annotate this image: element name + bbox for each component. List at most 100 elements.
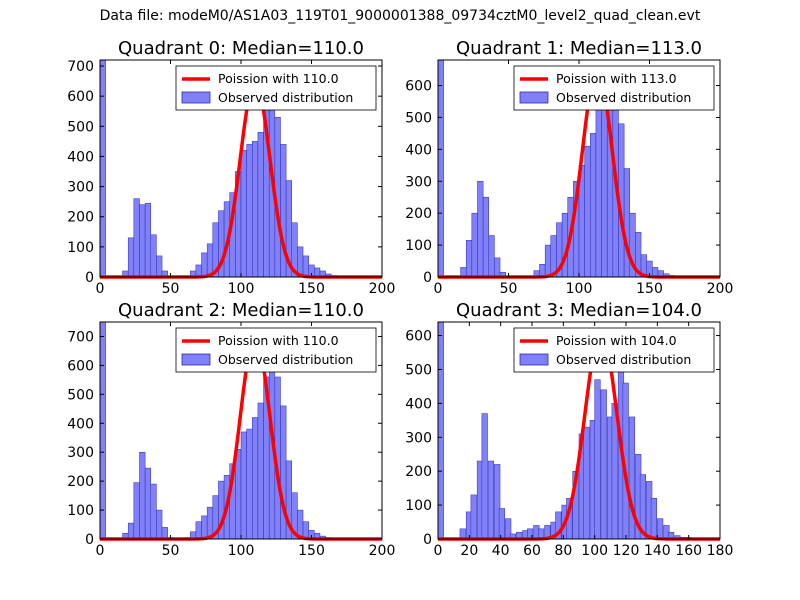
q0-hist-bar-6 (150, 234, 157, 278)
q2-xtick-label-0: 0 (96, 543, 105, 559)
q1-hist-bar-20 (584, 145, 591, 278)
q1-hist-bar-0 (437, 59, 444, 278)
q1-ytick-label-2: 200 (405, 206, 432, 222)
q3-xtick-label-9: 180 (707, 543, 734, 559)
q3-legend-hist-swatch (519, 353, 549, 366)
q3-hist-bar-6 (487, 460, 495, 540)
q1-hist-bar-5 (482, 196, 490, 278)
q3-ytick-label-4: 400 (405, 396, 432, 412)
q0-hist-bar-21 (246, 144, 253, 278)
q0-ytick-label-0: 0 (85, 270, 94, 286)
q2-ytick-label-6: 600 (67, 358, 94, 374)
q2-hist-bar-3 (133, 482, 140, 540)
q1-hist-bar-13 (544, 244, 552, 278)
q3-hist-bar-31 (628, 416, 636, 540)
q2-hist-bar-13 (201, 515, 208, 540)
q3-xtick-label-2: 40 (492, 543, 510, 559)
q0-ytick-label-7: 700 (67, 59, 94, 75)
q3-hist-bar-23 (583, 426, 590, 540)
q1-xtick-label-4: 200 (707, 281, 734, 297)
q1-xtick-label-1: 50 (500, 281, 518, 297)
q0-hist-bar-20 (240, 150, 247, 278)
q0-hist-bar-0 (99, 59, 106, 278)
q1-hist-bar-6 (488, 235, 495, 278)
q3-xtick-label-1: 20 (460, 543, 478, 559)
q0-ytick-label-2: 200 (67, 210, 94, 226)
q3-xtick-label-8: 160 (675, 543, 702, 559)
q1-hist-bar-3 (471, 212, 478, 278)
q3-legend-line-label: Poission with 104.0 (556, 333, 677, 348)
q2-xtick-label-4: 200 (369, 543, 396, 559)
q0-subplot: 0 50 100 150 200 0 100 200 300 400 500 600 700 Quadra… (67, 38, 395, 297)
q1-hist-bar-2 (465, 240, 473, 278)
q1-xtick-label-2: 100 (566, 281, 593, 297)
q2-hist-bar-2 (127, 522, 135, 540)
q3-legend-hist-label: Observed distribution (556, 352, 691, 367)
q0-xtick-label-0: 0 (96, 281, 105, 297)
q3-ytick-label-2: 200 (405, 464, 432, 480)
q0-ytick-label-1: 100 (67, 240, 94, 256)
q1-hist-bar-21 (590, 133, 597, 278)
q2-ytick-label-3: 300 (67, 445, 94, 461)
q1-ytick-label-6: 600 (405, 79, 432, 95)
q2-hist-bar-4 (139, 451, 146, 540)
q3-hist-bar-25 (594, 379, 601, 540)
q3-xtick-label-3: 60 (523, 543, 541, 559)
q2-xtick-label-1: 50 (162, 543, 180, 559)
q2-hist-bar-21 (246, 428, 253, 540)
q2-hist-bar-22 (252, 417, 259, 540)
q0-hist-bar-31 (302, 255, 309, 278)
q2-hist-bar-7 (156, 509, 163, 540)
q1-hist-bar-27 (623, 168, 631, 278)
q2-legend-hist-swatch (181, 353, 211, 366)
q2-hist-bar-23 (257, 402, 264, 540)
q3-hist-bar-3 (470, 494, 477, 540)
q0-ytick-label-4: 400 (67, 149, 94, 165)
q3-hist-bar-8 (498, 508, 505, 540)
q1-ytick-label-3: 300 (405, 174, 432, 190)
q2-ytick-label-0: 0 (85, 532, 94, 548)
q2-hist-bar-0 (99, 321, 106, 540)
q1-legend-hist-swatch (519, 91, 549, 104)
q2-legend-hist-label: Observed distribution (218, 352, 353, 367)
q3-xtick-label-5: 100 (581, 543, 608, 559)
q2-hist-bar-20 (240, 431, 247, 540)
q0-hist-bar-4 (139, 204, 146, 278)
q1-legend-hist-label: Observed distribution (556, 90, 691, 105)
q1-hist-bar-22 (595, 104, 602, 278)
q0-hist-bar-23 (257, 132, 264, 278)
q0-hist-bar-22 (252, 141, 259, 278)
q2-hist-bar-6 (150, 483, 157, 540)
q0-legend-hist-swatch (181, 91, 211, 104)
q1-ytick-label-1: 100 (405, 238, 432, 254)
q2-ytick-label-5: 500 (67, 387, 94, 403)
q0-hist-bar-2 (127, 237, 135, 278)
q0-hist-bar-14 (206, 243, 214, 278)
q3-axes-frame (437, 321, 721, 540)
q2-hist-bar-12 (195, 521, 202, 540)
q2-ytick-label-7: 700 (67, 329, 94, 345)
q2-xtick-label-3: 150 (298, 543, 325, 559)
q2-subplot-title: Quadrant 2: Median=110.0 (118, 300, 364, 321)
q3-ytick-label-0: 0 (423, 532, 432, 548)
q0-ytick-label-6: 600 (67, 89, 94, 105)
q0-xtick-label-2: 100 (228, 281, 255, 297)
q1-subplot-title: Quadrant 1: Median=113.0 (456, 38, 702, 59)
q3-hist-bar-0 (437, 321, 444, 540)
q3-xtick-label-4: 80 (554, 543, 572, 559)
q2-ytick-label-2: 200 (67, 474, 94, 490)
q2-ytick-label-1: 100 (67, 503, 94, 519)
q1-legend-line-label: Poission with 113.0 (556, 71, 677, 86)
q3-hist-bar-5 (481, 413, 488, 540)
q1-ytick-label-4: 400 (405, 142, 432, 158)
q3-ytick-label-3: 300 (405, 430, 432, 446)
q0-legend-line-label: Poission with 110.0 (218, 71, 339, 86)
q0-subplot-title: Quadrant 0: Median=110.0 (118, 38, 364, 59)
q0-hist-bar-13 (201, 252, 208, 278)
figure-title: Data file: modeM0/AS1A03_119T01_90000013… (99, 8, 701, 24)
q0-xtick-label-3: 150 (298, 281, 325, 297)
q3-ytick-label-5: 500 (405, 362, 432, 378)
q2-ytick-label-4: 400 (67, 416, 94, 432)
